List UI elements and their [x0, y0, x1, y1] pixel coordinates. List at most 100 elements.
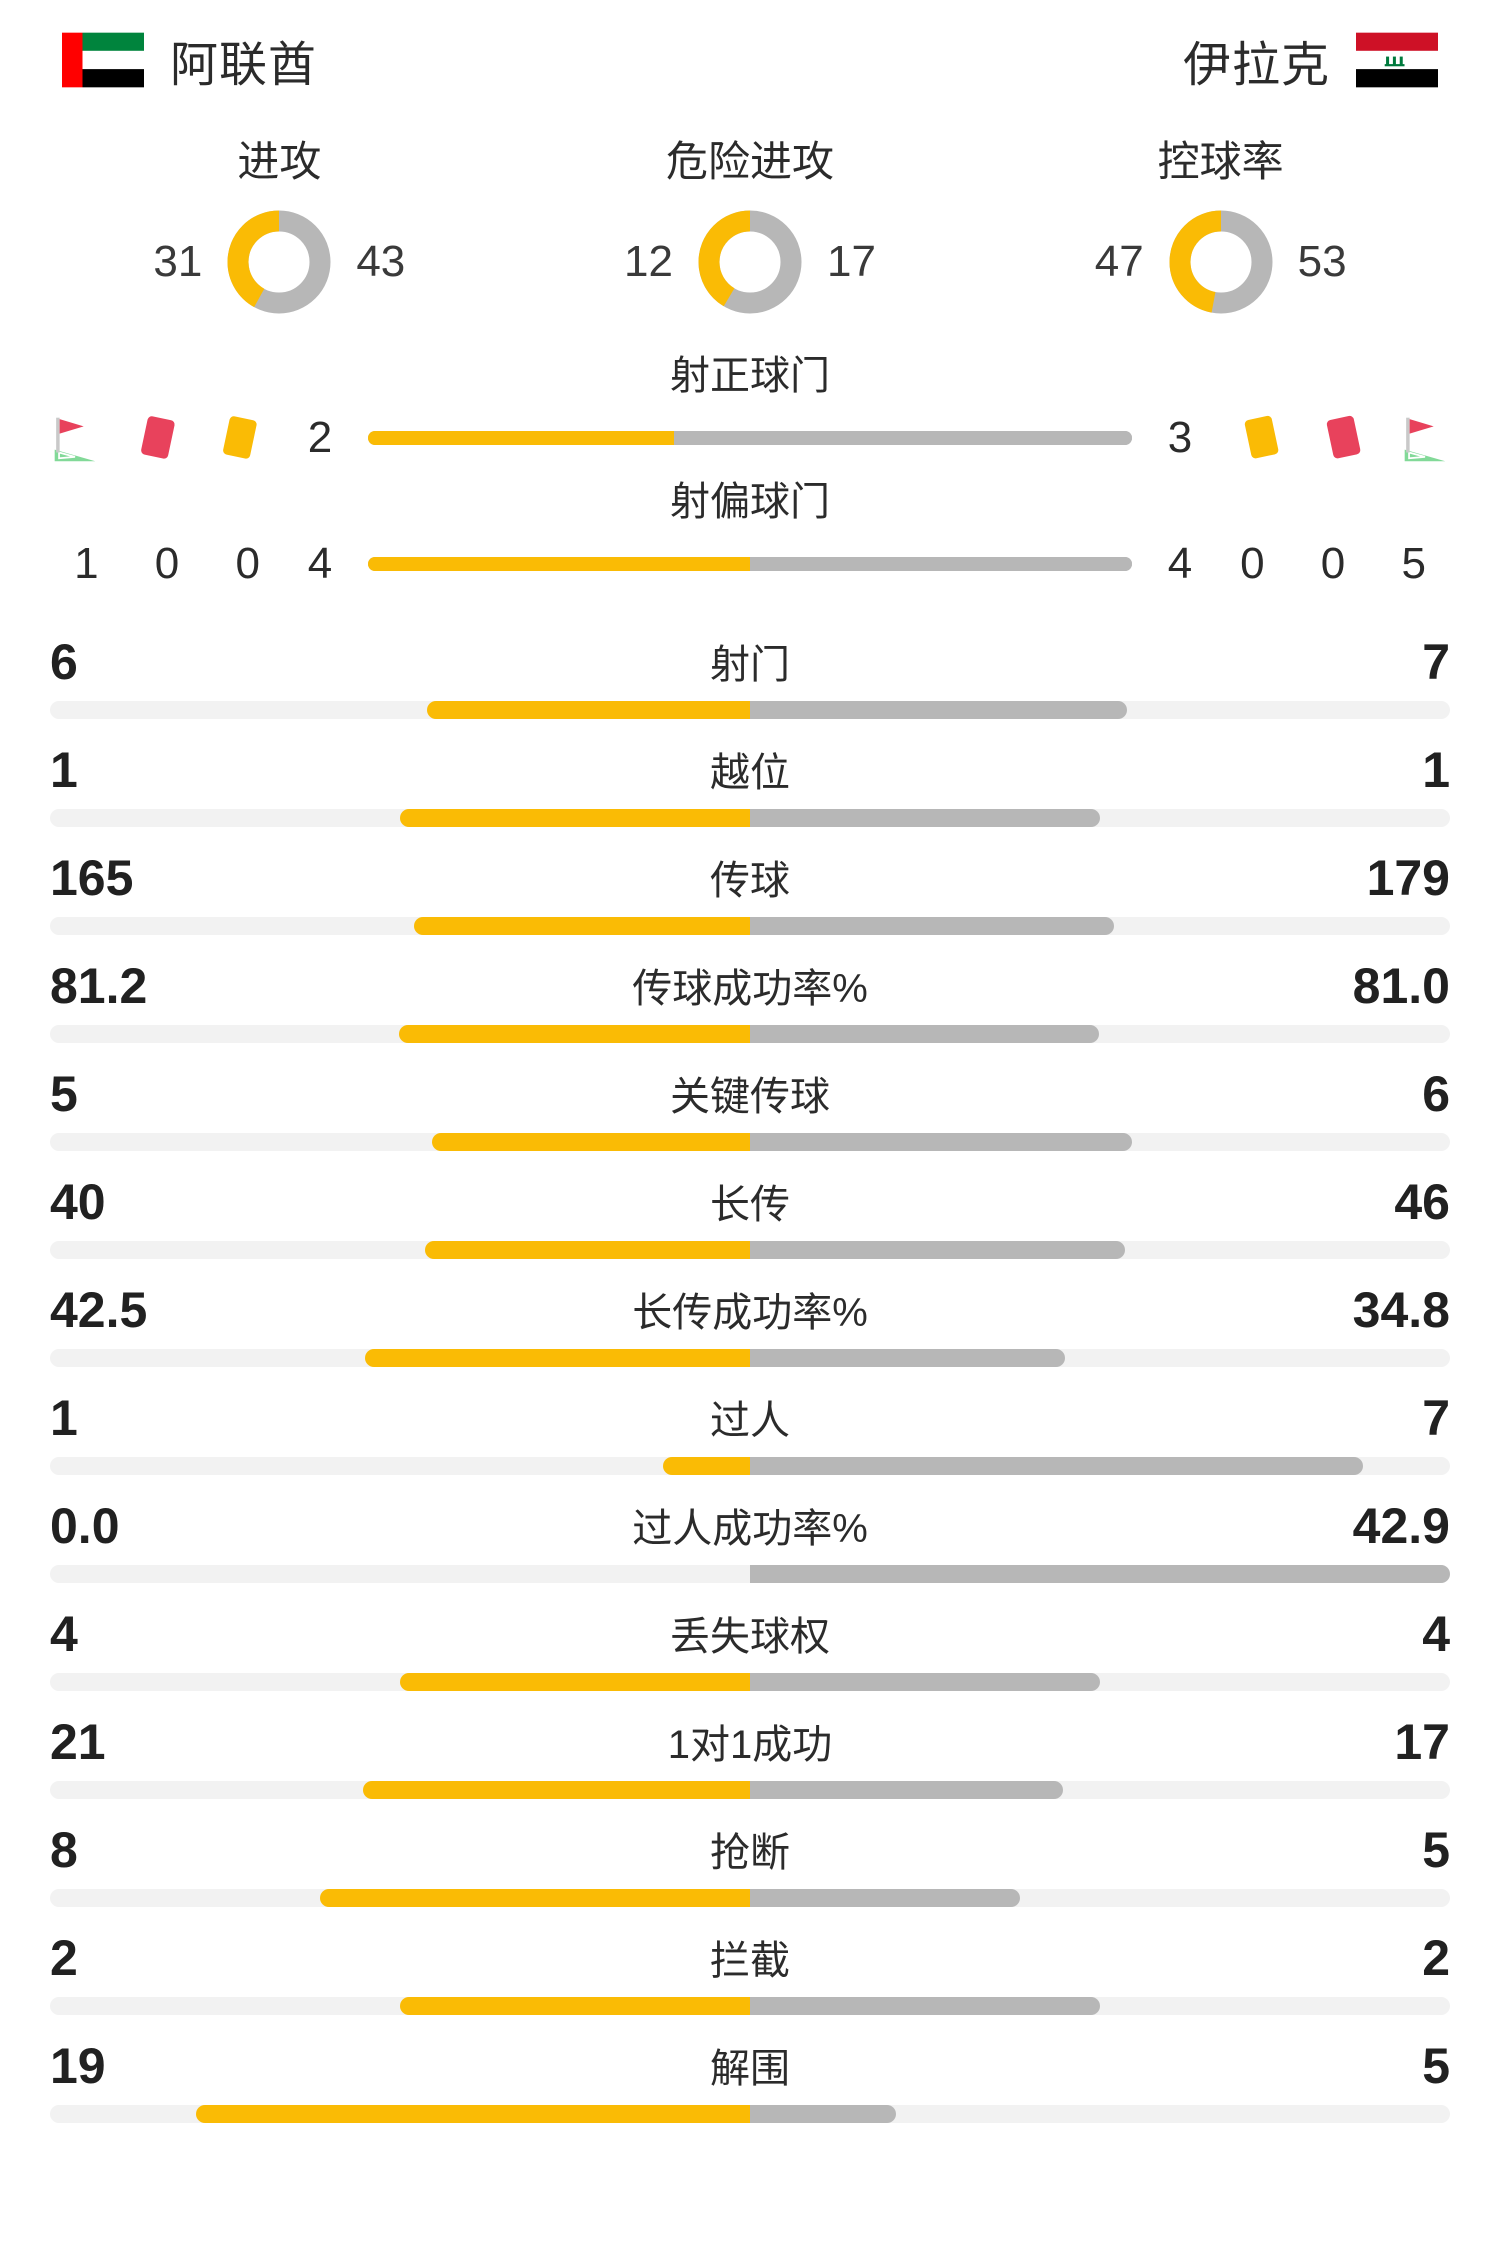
stat-home-bar	[414, 917, 750, 935]
shots-off-target-away-value: 4	[1167, 539, 1193, 588]
stat-bar-track	[50, 1889, 1450, 1907]
stat-row: 8 抢断 5	[50, 1805, 1450, 1913]
stat-row-header: 2 拦截 2	[50, 1913, 1450, 1983]
stat-away-value: 2	[1422, 1930, 1450, 1986]
stat-home-bar	[400, 809, 750, 827]
stat-away-bar	[750, 1241, 1125, 1259]
iraq-flag-icon	[1356, 32, 1438, 88]
stat-row-header: 40 长传 46	[50, 1157, 1450, 1227]
stat-label: 丢失球权	[670, 1615, 830, 1659]
stat-row: 6 射门 7	[50, 617, 1450, 725]
stat-row: 21 1对1成功 17	[50, 1697, 1450, 1805]
stat-label: 传球成功率%	[632, 967, 868, 1011]
stat-bar-track	[50, 2105, 1450, 2123]
away-team: 伊拉克	[1183, 25, 1438, 95]
red-card-icon	[1326, 415, 1361, 459]
stat-home-value: 6	[50, 634, 78, 690]
stat-bar-track	[50, 701, 1450, 719]
stat-away-bar	[750, 1565, 1450, 1583]
donut-attacks-label: 进攻	[237, 138, 322, 185]
stat-home-value: 8	[50, 1822, 78, 1878]
shots-section: 射正球门 2 3	[0, 343, 1500, 595]
donut-attacks-chart	[227, 210, 331, 314]
stat-home-bar	[365, 1349, 750, 1367]
stat-row: 42.5 长传成功率% 34.8	[50, 1265, 1450, 1373]
donut-dangerous-attacks-home-value: 12	[624, 237, 673, 286]
shots-on-target-label: 射正球门	[670, 354, 830, 398]
stat-row: 2 拦截 2	[50, 1913, 1450, 2021]
away-corners-value: 5	[1401, 539, 1426, 588]
stat-bar-track	[50, 1457, 1450, 1475]
stat-away-bar	[750, 1133, 1132, 1151]
stat-home-bar	[400, 1673, 750, 1691]
donut-possession-chart	[1169, 210, 1273, 314]
shots-off-target-row: 1 0 0 4 4 0 0 5	[46, 533, 1454, 595]
stat-away-bar	[750, 1889, 1020, 1907]
stat-row: 81.2 传球成功率% 81.0	[50, 941, 1450, 1049]
stat-away-value: 5	[1422, 1822, 1450, 1878]
stat-home-value: 4	[50, 1606, 78, 1662]
uae-flag-icon	[62, 32, 144, 88]
shots-on-target-away-value: 3	[1167, 413, 1193, 462]
stat-label: 长传	[710, 1183, 790, 1227]
stat-home-bar	[431, 1133, 750, 1151]
stat-home-bar	[400, 1997, 750, 2015]
stat-home-value: 19	[50, 2038, 106, 2094]
donut-attacks-away-value: 43	[356, 237, 406, 286]
stat-away-bar	[750, 1025, 1100, 1043]
stat-away-value: 7	[1422, 634, 1450, 690]
shots-off-target-home-fill	[368, 557, 750, 571]
stat-row-header: 21 1对1成功 17	[50, 1697, 1450, 1767]
stat-away-value: 7	[1422, 1390, 1450, 1446]
away-team-name: 伊拉克	[1182, 39, 1330, 92]
yellow-card-icon	[1244, 415, 1279, 459]
donut-possession-away-value: 53	[1297, 237, 1347, 286]
red-card-icon	[141, 416, 175, 459]
stat-away-bar	[750, 809, 1100, 827]
stat-row-header: 5 关键传球 6	[50, 1049, 1450, 1119]
stat-away-value: 1	[1422, 742, 1450, 798]
shots-off-target-home-value: 4	[307, 539, 333, 588]
stat-row-header: 4 丢失球权 4	[50, 1589, 1450, 1659]
stat-bar-track	[50, 809, 1450, 827]
donut-dangerous-attacks-label: 危险进攻	[666, 138, 835, 185]
stat-bar-track	[50, 1565, 1450, 1583]
donut-possession: 控球率 47 53	[985, 128, 1456, 317]
stat-home-bar	[362, 1781, 750, 1799]
home-corners-value: 1	[74, 539, 99, 588]
stat-row-header: 1 越位 1	[50, 725, 1450, 795]
stat-away-bar	[750, 1997, 1100, 2015]
stat-away-value: 17	[1394, 1714, 1450, 1770]
stat-row-header: 8 抢断 5	[50, 1805, 1450, 1875]
home-red-cards-value: 0	[154, 539, 180, 588]
donut-dangerous-attacks: 危险进攻 12 17	[515, 128, 986, 317]
stat-label: 解围	[710, 2047, 790, 2091]
shots-on-target-home-value: 2	[307, 413, 333, 462]
stat-away-value: 4	[1422, 1606, 1450, 1662]
stat-home-value: 1	[50, 1390, 78, 1446]
stat-away-value: 34.8	[1352, 1282, 1450, 1338]
stat-bar-track	[50, 1349, 1450, 1367]
stat-row-header: 0.0 过人成功率% 42.9	[50, 1481, 1450, 1551]
shots-off-target-bar	[368, 557, 1132, 571]
stat-row: 1 过人 7	[50, 1373, 1450, 1481]
stat-label: 抢断	[710, 1831, 790, 1875]
stat-label: 1对1成功	[667, 1723, 833, 1767]
stat-row: 0.0 过人成功率% 42.9	[50, 1481, 1450, 1589]
shots-on-target-away-fill	[673, 431, 1132, 445]
stat-home-value: 40	[50, 1174, 106, 1230]
stat-label: 传球	[710, 859, 790, 903]
home-discipline-icons	[46, 409, 288, 467]
home-yellow-cards-value: 0	[235, 539, 260, 588]
stat-label: 过人成功率%	[632, 1507, 868, 1551]
stat-label: 长传成功率%	[632, 1291, 868, 1335]
stat-home-value: 5	[50, 1066, 78, 1122]
stat-bar-track	[50, 917, 1450, 935]
home-team: 阿联酋	[62, 25, 317, 95]
stat-row: 4 丢失球权 4	[50, 1589, 1450, 1697]
away-yellow-cards-value: 0	[1240, 539, 1265, 588]
stat-away-value: 81.0	[1352, 958, 1450, 1014]
stat-label: 拦截	[710, 1939, 790, 1983]
stat-row: 40 长传 46	[50, 1157, 1450, 1265]
